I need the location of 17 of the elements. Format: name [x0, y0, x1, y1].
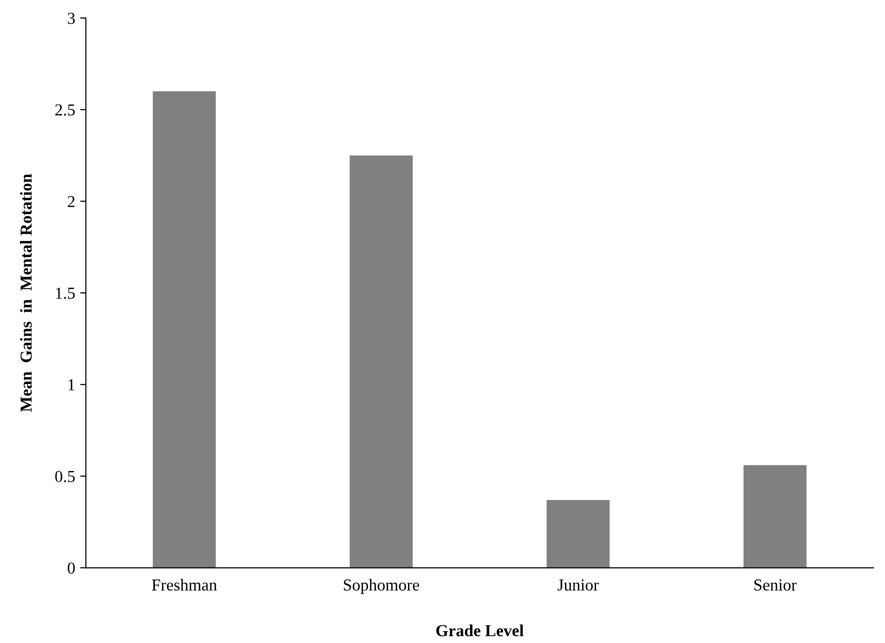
x-tick-label: Senior: [754, 579, 797, 591]
y-tick-label: 3: [68, 12, 75, 24]
x-tick-label: Freshman: [152, 578, 217, 591]
y-tick-label: 2: [68, 196, 75, 208]
x-axis-title: Grade Level: [436, 624, 524, 636]
y-tick-label: 2.5: [55, 104, 75, 116]
bar: [350, 155, 413, 568]
x-tick-label: Sophomore: [344, 578, 420, 594]
bar: [546, 500, 610, 568]
y-tick-label: 1.5: [56, 288, 75, 299]
y-tick-label: 1: [68, 379, 74, 390]
y-tick-label: 0.5: [55, 470, 75, 482]
bar: [152, 91, 216, 568]
bar: [744, 465, 807, 568]
x-tick-label: Junior: [558, 579, 599, 591]
y-tick-label: 0: [68, 562, 75, 574]
y-axis-title: Mean Gains in Mental Rotation: [20, 174, 32, 412]
